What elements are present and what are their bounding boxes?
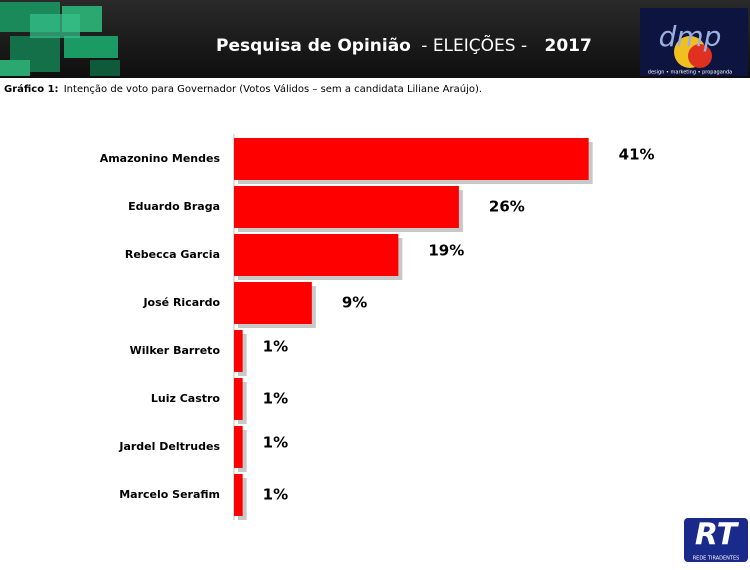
category-label: Luiz Castro [151,392,221,405]
value-label: 1% [263,434,288,452]
category-label: Wilker Barreto [130,344,221,357]
footer-logo: RT REDE TIRADENTES [684,518,748,562]
category-label: Marcelo Serafim [119,488,220,501]
subtitle: - ELEIÇÕES - [421,34,527,56]
value-label: 1% [263,486,288,504]
bar [234,378,243,420]
bar [234,426,243,468]
category-label: José Ricardo [142,296,220,309]
category-label: Jardel Deltrudes [118,440,220,453]
bar [234,234,399,276]
value-label: 26% [489,198,525,216]
header-decoration [0,2,120,76]
header-bar [0,0,750,78]
value-label: 41% [619,146,655,164]
title: Pesquisa de Opinião [216,36,411,56]
bar [234,138,589,180]
value-label: 1% [263,390,288,408]
category-label: Amazonino Mendes [100,152,221,165]
caption-text: Intenção de voto para Governador (Votos … [64,83,482,95]
plot: Amazonino Mendes 41% Eduardo Braga 26% Rebec… [100,134,655,520]
caption: Gráfico 1: Intenção de voto para Governa… [4,83,482,95]
logo-tagline: design • marketing • propaganda [648,70,732,76]
logo-shape [688,44,712,68]
value-label: 1% [263,338,288,356]
bar [234,282,312,324]
category-label: Rebecca Garcia [125,248,220,261]
footer-logo-text: RT [695,518,740,553]
category-label: Eduardo Braga [128,200,220,213]
caption-label: Gráfico 1: [4,83,59,95]
value-label: 19% [428,242,464,260]
footer-tagline: REDE TIRADENTES [693,556,740,562]
bar [234,474,243,516]
year: 2017 [545,36,592,56]
logo: dmp [659,20,722,53]
bar [234,186,459,228]
value-label: 9% [342,294,367,312]
header-title: Pesquisa de Opinião - ELEIÇÕES - 2017 [216,34,592,56]
bar [234,330,243,372]
